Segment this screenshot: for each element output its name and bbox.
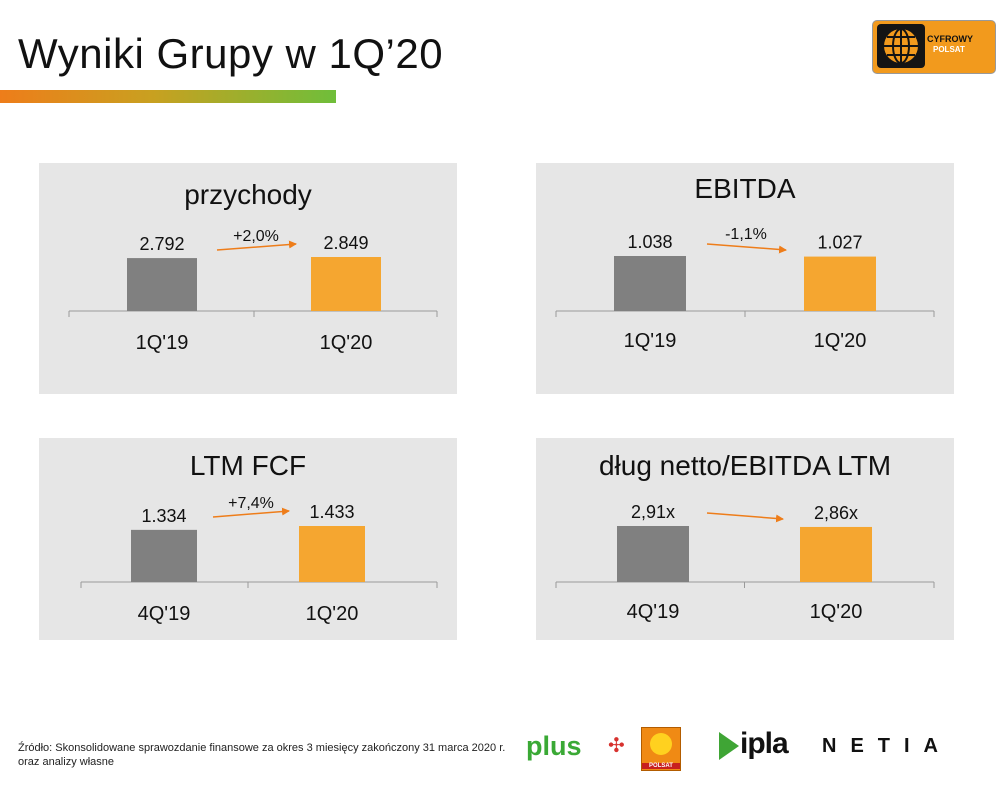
change-arrow [706, 243, 787, 254]
plus-logo: plus [526, 731, 582, 761]
bar-current [804, 256, 876, 311]
chart-title: LTM FCF [189, 450, 307, 481]
data-label: 2.849 [323, 233, 368, 253]
bar-current [299, 526, 365, 582]
data-label: 1.433 [309, 502, 354, 522]
category-label: 4Q'19 [138, 603, 191, 625]
bar-chart: 2.792 1Q'19 2.849 1Q'20 +2,0% [68, 228, 438, 354]
data-label: 2,86x [814, 503, 858, 523]
page-title: Wyniki Grupy w 1Q’20 [18, 30, 444, 77]
bar-previous [131, 529, 197, 582]
cyfrowy-polsat-logo: CYFROWY POLSAT [872, 20, 996, 74]
category-label: 4Q'19 [627, 601, 680, 623]
title-underline-bar [0, 90, 336, 103]
change-arrow [216, 240, 297, 251]
sun-icon [650, 733, 672, 755]
chart-title: EBITDA [694, 173, 796, 204]
category-label: 1Q'19 [136, 332, 189, 354]
brand-name-line2: POLSAT [933, 45, 965, 54]
netia-logo: NETIA [822, 735, 952, 757]
chart-panel-net-debt: dług netto/EBITDA LTM 2,91x 4Q'19 2,86x 1Q'… [536, 438, 954, 640]
data-label: 1.334 [141, 506, 186, 526]
data-label: 2,91x [631, 502, 675, 522]
change-arrow [212, 507, 290, 518]
category-label: 1Q'20 [810, 601, 863, 623]
data-label: 1.038 [627, 232, 672, 252]
play-icon [719, 732, 739, 760]
bar-chart: 2,91x 4Q'19 2,86x 1Q'20 [555, 502, 935, 623]
change-label: -1,1% [725, 226, 767, 243]
data-label: 1.027 [817, 233, 862, 253]
category-label: 1Q'20 [306, 603, 359, 625]
change-label: +7,4% [228, 495, 274, 512]
chart-panel-ebitda: EBITDA 1.038 1Q'19 1.027 1Q'20 -1,1% [536, 163, 954, 394]
data-label: 2.792 [139, 234, 184, 254]
ipla-logo: ipla [740, 727, 789, 760]
footer-logos: plus ✣ POLSAT ipla NETIA [520, 725, 990, 775]
bar-previous [614, 256, 686, 311]
polsat-label: POLSAT [642, 763, 680, 769]
bar-current [311, 257, 381, 311]
plus-mark-icon: ✣ [608, 735, 625, 757]
source-line-1: Źródło: Skonsolidowane sprawozdanie fina… [18, 742, 506, 754]
bar-chart: 1.038 1Q'19 1.027 1Q'20 -1,1% [555, 226, 935, 352]
polsat-logo: POLSAT [641, 727, 681, 771]
bar-chart: 1.334 4Q'19 1.433 1Q'20 +7,4% [80, 495, 438, 625]
bar-previous [617, 526, 689, 582]
change-label: +2,0% [233, 228, 279, 245]
chart-title: dług netto/EBITDA LTM [598, 450, 892, 481]
globe-icon [877, 24, 925, 68]
category-label: 1Q'19 [624, 330, 677, 352]
source-note: Źródło: Skonsolidowane sprawozdanie fina… [18, 741, 505, 769]
source-line-2: oraz analizy własne [18, 756, 114, 768]
bar-current [800, 526, 872, 582]
chart-panel-ltm-fcf: LTM FCF 1.334 4Q'19 1.433 1Q'20 +7,4% [39, 438, 457, 640]
bar-previous [127, 258, 197, 311]
chart-title: przychody [184, 179, 312, 210]
change-arrow [706, 512, 784, 523]
chart-panel-revenue: przychody 2.792 1Q'19 2.849 1Q'20 +2,0% [39, 163, 457, 394]
category-label: 1Q'20 [320, 332, 373, 354]
brand-name-line1: CYFROWY [927, 34, 973, 44]
category-label: 1Q'20 [814, 330, 867, 352]
